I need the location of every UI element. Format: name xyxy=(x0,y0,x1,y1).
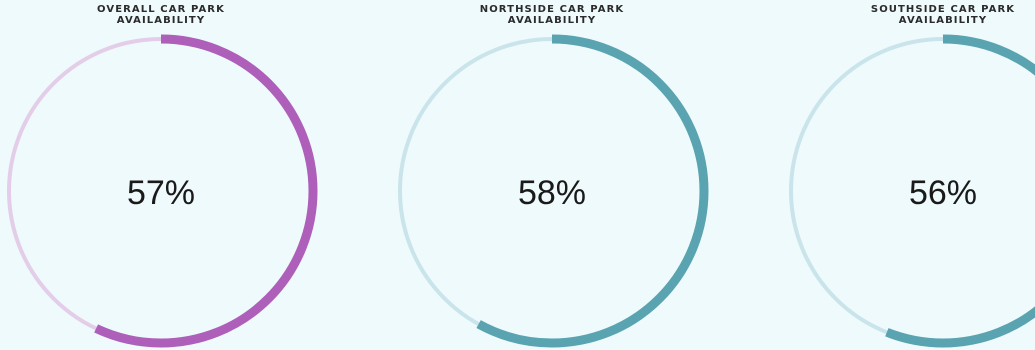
gauge-value-southside: 56% xyxy=(908,174,978,212)
gauge-arc-northside xyxy=(395,34,709,348)
gauge-title-overall: OVERALL CAR PARK AVAILABILITY xyxy=(97,4,225,26)
gauge-arc-overall xyxy=(4,34,318,348)
gauge-ring-overall xyxy=(4,34,318,348)
gauge-ring-northside xyxy=(395,34,709,348)
gauge-title-southside: SOUTHSIDE CAR PARK AVAILABILITY xyxy=(870,4,1016,26)
gauge-value-northside: 58% xyxy=(517,174,587,212)
gauge-value-overall: 57% xyxy=(126,174,196,212)
gauge-southside: SOUTHSIDE CAR PARK AVAILABILITY 56% xyxy=(778,0,1035,350)
gauge-overall: OVERALL CAR PARK AVAILABILITY 57% xyxy=(0,0,326,350)
gauge-northside: NORTHSIDE CAR PARK AVAILABILITY 58% xyxy=(387,0,717,350)
gauge-arc-southside xyxy=(786,34,1035,348)
gauge-title-northside: NORTHSIDE CAR PARK AVAILABILITY xyxy=(479,4,625,26)
gauge-ring-southside xyxy=(786,34,1035,348)
